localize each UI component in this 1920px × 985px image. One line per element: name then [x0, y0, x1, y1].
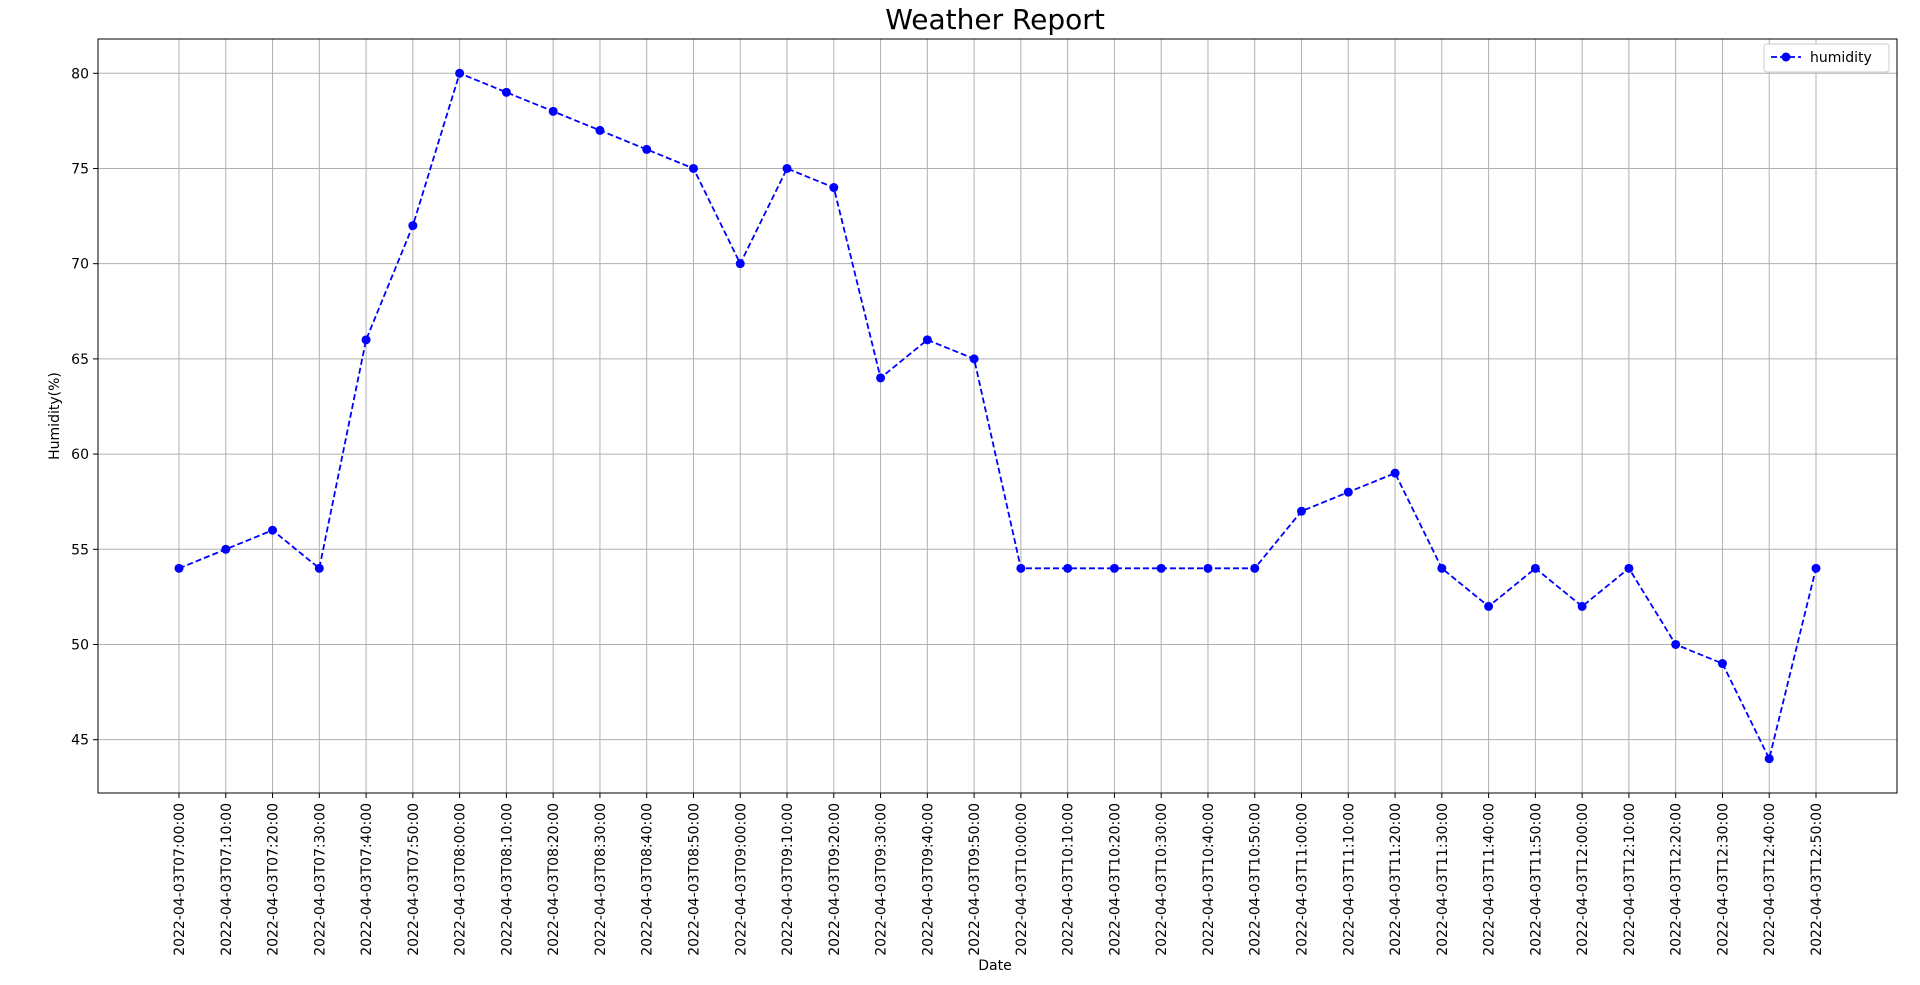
x-tick-label: 2022-04-03T09:40:00: [920, 803, 936, 956]
x-tick-label: 2022-04-03T09:30:00: [874, 803, 890, 956]
x-axis-label: Date: [978, 958, 1011, 974]
series-points: [174, 68, 1821, 764]
data-point: [1717, 659, 1727, 669]
data-point: [268, 525, 278, 535]
x-tick-label: 2022-04-03T07:00:00: [172, 803, 188, 956]
y-tick-label: 70: [71, 257, 89, 273]
x-tick-label: 2022-04-03T07:40:00: [359, 803, 375, 956]
data-point: [221, 544, 231, 554]
data-point: [1530, 563, 1540, 573]
grid-lines: [98, 39, 1897, 793]
y-tick-label: 55: [71, 542, 89, 558]
data-point: [1063, 563, 1073, 573]
x-tick-label: 2022-04-03T10:50:00: [1248, 803, 1264, 956]
x-tick-label: 2022-04-03T08:10:00: [499, 803, 515, 956]
y-axis-label: Humidity(%): [47, 372, 63, 460]
x-tick-label: 2022-04-03T07:20:00: [266, 803, 282, 956]
x-tick-label: 2022-04-03T10:40:00: [1201, 803, 1217, 956]
y-tick-label: 50: [71, 637, 89, 653]
x-tick-label: 2022-04-03T09:20:00: [827, 803, 843, 956]
x-tick-label: 2022-04-03T07:30:00: [312, 803, 328, 956]
data-point: [1390, 468, 1400, 478]
data-point: [314, 563, 324, 573]
legend-label: humidity: [1810, 50, 1872, 66]
x-tick-label: 2022-04-03T10:10:00: [1061, 803, 1077, 956]
data-point: [1671, 639, 1681, 649]
x-tick-label: 2022-04-03T11:40:00: [1482, 803, 1498, 956]
data-point: [782, 163, 792, 173]
x-tick-label: 2022-04-03T07:50:00: [406, 803, 422, 956]
x-axis-ticks: 2022-04-03T07:00:00 2022-04-03T07:10:00 20…: [172, 793, 1825, 956]
data-point: [922, 335, 932, 345]
data-point: [1577, 601, 1587, 611]
legend: humidity: [1763, 43, 1890, 73]
y-tick-label: 80: [71, 66, 89, 82]
data-point: [735, 259, 745, 269]
data-point: [876, 373, 886, 383]
data-point: [829, 183, 839, 193]
x-tick-label: 2022-04-03T11:50:00: [1528, 803, 1544, 956]
x-tick-label: 2022-04-03T08:00:00: [453, 803, 469, 956]
data-point: [1811, 563, 1821, 573]
data-point: [455, 68, 465, 78]
x-tick-label: 2022-04-03T12:20:00: [1669, 803, 1685, 956]
plot-frame: [97, 38, 1898, 794]
data-point: [548, 106, 558, 116]
legend-point-marker: [1781, 52, 1791, 62]
x-tick-label: 2022-04-03T10:20:00: [1107, 803, 1123, 956]
data-point: [969, 354, 979, 364]
x-tick-label: 2022-04-03T07:10:00: [219, 803, 235, 956]
data-point: [1109, 563, 1119, 573]
x-tick-label: 2022-04-03T12:10:00: [1622, 803, 1638, 956]
data-point: [1764, 754, 1774, 764]
chart-title: Weather Report: [885, 3, 1105, 36]
data-point: [1343, 487, 1353, 497]
x-tick-label: 2022-04-03T08:50:00: [686, 803, 702, 956]
data-point: [1437, 563, 1447, 573]
x-tick-label: 2022-04-03T08:20:00: [546, 803, 562, 956]
data-point: [1624, 563, 1634, 573]
y-tick-label: 75: [71, 161, 89, 177]
data-point: [595, 125, 605, 135]
data-point: [1250, 563, 1260, 573]
x-tick-label: 2022-04-03T08:40:00: [640, 803, 656, 956]
data-point: [501, 87, 511, 97]
data-point: [642, 144, 652, 154]
series-lines: [178, 72, 1817, 760]
x-tick-label: 2022-04-03T12:00:00: [1575, 803, 1591, 956]
y-axis-ticks: 45 50 55 60 65 70 75 80: [71, 66, 98, 749]
data-point: [688, 163, 698, 173]
data-point: [408, 221, 418, 231]
x-tick-label: 2022-04-03T11:10:00: [1341, 803, 1357, 956]
data-point: [1156, 563, 1166, 573]
legend-box: [1763, 43, 1890, 73]
x-tick-label: 2022-04-03T09:50:00: [967, 803, 983, 956]
x-tick-label: 2022-04-03T08:30:00: [593, 803, 609, 956]
x-tick-label: 2022-04-03T12:30:00: [1715, 803, 1731, 956]
data-point: [361, 335, 371, 345]
data-point: [174, 563, 184, 573]
x-tick-label: 2022-04-03T10:00:00: [1014, 803, 1030, 956]
x-tick-label: 2022-04-03T11:20:00: [1388, 803, 1404, 956]
x-tick-label: 2022-04-03T11:30:00: [1435, 803, 1451, 956]
x-tick-label: 2022-04-03T11:00:00: [1295, 803, 1311, 956]
x-tick-label: 2022-04-03T09:10:00: [780, 803, 796, 956]
y-tick-label: 60: [71, 447, 89, 463]
x-tick-label: 2022-04-03T12:40:00: [1762, 803, 1778, 956]
x-tick-label: 2022-04-03T12:50:00: [1809, 803, 1825, 956]
data-point: [1016, 563, 1026, 573]
data-point: [1203, 563, 1213, 573]
y-tick-label: 45: [71, 733, 89, 749]
data-point: [1297, 506, 1307, 516]
x-tick-label: 2022-04-03T10:30:00: [1154, 803, 1170, 956]
y-tick-label: 65: [71, 352, 89, 368]
series-line-humidity: [178, 72, 1817, 760]
x-tick-label: 2022-04-03T09:00:00: [733, 803, 749, 956]
data-point: [1484, 601, 1494, 611]
